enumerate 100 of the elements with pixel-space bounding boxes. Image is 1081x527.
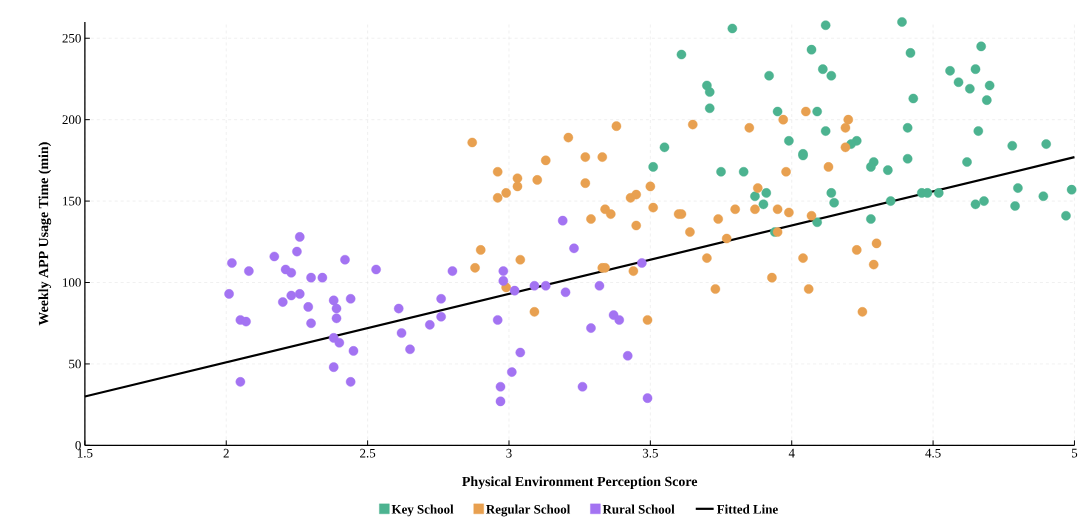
point: [784, 135, 794, 146]
y-tick-label: 0: [75, 440, 81, 450]
x-tick-label: 5: [1071, 448, 1078, 458]
point: [492, 192, 503, 203]
point: [393, 303, 404, 314]
point: [982, 95, 992, 105]
point: [945, 65, 955, 76]
point: [605, 209, 616, 219]
point: [704, 87, 715, 97]
point: [970, 199, 981, 210]
point: [659, 142, 670, 153]
point: [648, 202, 658, 213]
point: [611, 121, 622, 131]
y-tick-label: 200: [62, 115, 81, 124]
point: [436, 311, 446, 322]
point: [840, 122, 851, 133]
point: [278, 297, 288, 307]
point: [750, 191, 760, 201]
point: [727, 23, 738, 34]
point: [532, 175, 543, 185]
point: [857, 306, 868, 317]
point: [580, 178, 591, 188]
point: [840, 142, 851, 153]
point: [286, 290, 297, 301]
x-tick-label: 4: [788, 448, 795, 458]
point: [475, 245, 486, 255]
point: [868, 259, 879, 270]
point: [328, 362, 339, 372]
point: [436, 293, 446, 304]
point: [597, 152, 608, 162]
point: [425, 319, 435, 330]
point: [529, 280, 540, 291]
point: [331, 303, 342, 314]
point: [631, 189, 641, 200]
point: [772, 106, 783, 117]
y-tick-label: 150: [63, 196, 81, 206]
point: [976, 41, 986, 52]
point: [806, 210, 817, 221]
point: [328, 295, 339, 306]
point: [812, 217, 822, 227]
point: [744, 122, 755, 133]
point: [306, 272, 316, 283]
point: [750, 204, 760, 214]
point: [818, 64, 828, 74]
point: [560, 287, 571, 297]
point: [781, 166, 791, 177]
point: [753, 183, 763, 193]
point: [294, 232, 305, 242]
point: [569, 243, 579, 253]
point: [529, 306, 540, 317]
point: [908, 93, 919, 104]
point: [979, 196, 989, 206]
point: [648, 162, 658, 172]
point: [498, 266, 509, 276]
point: [317, 272, 328, 283]
point: [294, 289, 305, 299]
point: [645, 181, 656, 192]
point: [1013, 183, 1023, 193]
x-tick-label: 3.5: [642, 448, 658, 458]
point: [492, 315, 503, 325]
point: [902, 122, 913, 133]
point: [586, 214, 596, 224]
point: [235, 376, 246, 387]
legend-label: Fitted Line: [716, 504, 778, 514]
point: [871, 238, 882, 249]
point: [586, 323, 596, 333]
point: [778, 114, 789, 125]
point: [628, 266, 639, 276]
point: [622, 350, 633, 361]
point: [498, 276, 509, 286]
point: [594, 280, 605, 291]
point: [803, 284, 814, 294]
point: [306, 318, 316, 328]
point: [292, 246, 302, 257]
point: [515, 254, 526, 265]
legend-label: Rural School: [602, 504, 675, 514]
point: [396, 328, 407, 338]
point: [286, 267, 297, 278]
point: [767, 272, 777, 283]
point: [676, 49, 687, 60]
point: [716, 166, 726, 177]
point: [973, 126, 984, 136]
point: [843, 114, 854, 125]
point: [241, 316, 251, 327]
point: [866, 214, 876, 224]
point: [953, 77, 964, 87]
point: [801, 106, 811, 117]
point: [970, 64, 981, 74]
point: [557, 215, 568, 226]
point: [348, 346, 359, 356]
point: [371, 264, 381, 275]
point: [897, 17, 907, 27]
legend-label: Regular School: [486, 504, 571, 517]
point: [826, 188, 837, 198]
point: [962, 157, 972, 167]
point: [405, 344, 415, 354]
point: [1007, 140, 1018, 151]
x-tick-label: 2.5: [360, 448, 376, 458]
point: [303, 302, 314, 312]
point: [984, 80, 995, 91]
